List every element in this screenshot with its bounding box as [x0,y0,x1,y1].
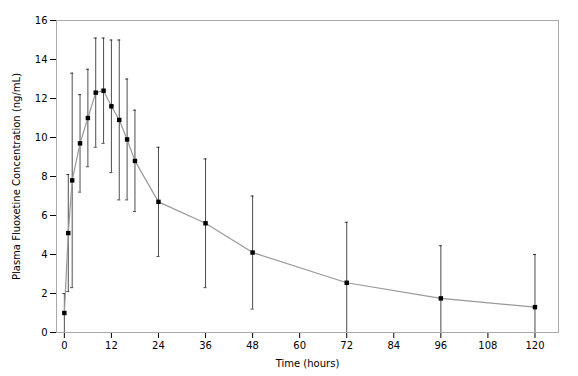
svg-text:84: 84 [387,340,400,351]
svg-text:Time (hours): Time (hours) [275,358,340,369]
svg-text:96: 96 [434,340,447,351]
svg-text:2: 2 [41,288,47,299]
svg-text:14: 14 [35,54,48,65]
svg-text:120: 120 [525,340,544,351]
svg-text:0: 0 [41,327,47,338]
svg-text:72: 72 [340,340,353,351]
svg-text:36: 36 [199,340,212,351]
svg-text:12: 12 [105,340,118,351]
svg-text:60: 60 [293,340,306,351]
svg-text:8: 8 [41,171,47,182]
svg-text:10: 10 [35,132,48,143]
svg-text:108: 108 [478,340,497,351]
svg-text:0: 0 [61,340,67,351]
svg-text:24: 24 [152,340,165,351]
svg-text:4: 4 [41,249,47,260]
svg-text:6: 6 [41,210,47,221]
svg-text:16: 16 [35,15,48,26]
svg-text:12: 12 [35,93,48,104]
svg-text:Plasma Fluoxetine Concentratio: Plasma Fluoxetine Concentration (ng/mL) [11,73,22,280]
svg-text:48: 48 [246,340,259,351]
